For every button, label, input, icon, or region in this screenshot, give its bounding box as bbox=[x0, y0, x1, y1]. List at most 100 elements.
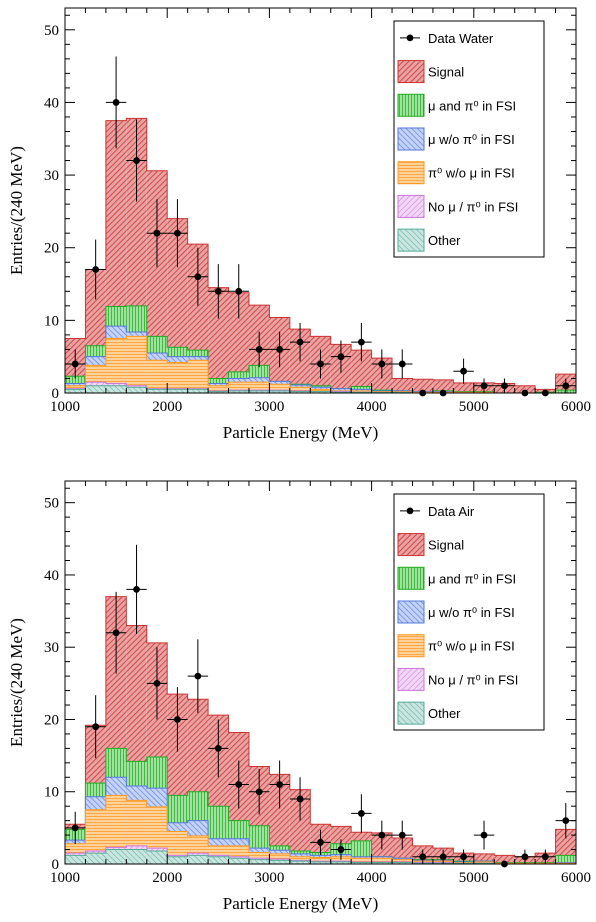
c0-xtick-label: 5000 bbox=[459, 399, 489, 415]
c1-x-axis-label: Particle Energy (MeV) bbox=[223, 894, 378, 913]
c1-data-point-6 bbox=[194, 672, 202, 680]
c1-legend-swatch-pi0-wo-mu bbox=[397, 634, 425, 658]
c0-ytick-label: 0 bbox=[52, 386, 60, 402]
c1-legend-label: Signal bbox=[428, 538, 464, 553]
c0-data-point-3 bbox=[133, 157, 140, 164]
c1-ytick-label: 10 bbox=[44, 785, 59, 801]
c1-data-point-14 bbox=[357, 810, 365, 817]
c0-legend-label: No μ / π⁰ in FSI bbox=[428, 199, 518, 214]
c0-bar-other-4 bbox=[146, 389, 168, 393]
c0-data-point-10 bbox=[276, 346, 284, 353]
c0-bar-signal-14 bbox=[351, 350, 372, 393]
c1-bar-pi0-wo-mu-2 bbox=[105, 795, 127, 864]
c1-bar-signal-16 bbox=[392, 837, 413, 864]
c1-data-point-19 bbox=[460, 853, 467, 861]
c1-y-axis-label: Entries/(240 MeV) bbox=[7, 618, 26, 747]
c0-bar-other-7 bbox=[208, 391, 229, 393]
c1-data-point-18 bbox=[439, 853, 447, 861]
c0-data-point-14 bbox=[357, 338, 365, 346]
c1-data-point-1 bbox=[92, 723, 100, 731]
c1-xtick-label: 1000 bbox=[50, 870, 80, 886]
c1-ytick-label: 40 bbox=[44, 568, 59, 584]
c1-data-point-12 bbox=[317, 838, 324, 846]
c0-legend-swatch-pi0-wo-mu bbox=[397, 161, 425, 185]
c1-bar-other-11 bbox=[289, 861, 311, 864]
c1-legend-swatch-other bbox=[397, 701, 425, 725]
c1-xtick-label: 4000 bbox=[357, 870, 387, 886]
c0-data-point-8 bbox=[235, 287, 243, 295]
c1-bar-pi0-wo-mu-15 bbox=[371, 858, 393, 864]
c1-ytick-label: 50 bbox=[44, 496, 59, 512]
c1-legend-label: No μ / π⁰ in FSI bbox=[428, 672, 518, 687]
c0-data-point-4 bbox=[153, 229, 161, 237]
c0-legend-swatch-signal bbox=[397, 60, 425, 84]
c0-data-point-16 bbox=[398, 360, 406, 368]
c0-legend-label: μ w/o π⁰ in FSI bbox=[428, 132, 515, 147]
c1-legend-swatch-no-mu-pi0 bbox=[397, 667, 425, 691]
c1-xtick-label: 5000 bbox=[459, 870, 489, 886]
c1-bar-other-4 bbox=[146, 850, 168, 864]
c0-data-point-6 bbox=[194, 273, 202, 281]
c1-bar-other-10 bbox=[269, 860, 290, 864]
c0-bar-other-0 bbox=[65, 389, 86, 393]
c0-data-point-7 bbox=[214, 287, 222, 295]
c0-bar-signal-7 bbox=[208, 287, 229, 393]
c0-plot-frame bbox=[64, 7, 577, 394]
c1-data-point-3 bbox=[133, 585, 140, 593]
c1-data-point-13 bbox=[337, 846, 345, 853]
c0-xtick-label: 3000 bbox=[254, 399, 284, 415]
c1-bar-signal-10 bbox=[269, 774, 290, 864]
c1-data-point-8 bbox=[235, 781, 243, 788]
c1-legend-swatch-signal bbox=[397, 533, 425, 557]
c1-legend-data-marker bbox=[406, 507, 414, 515]
c0-legend-swatch-other bbox=[397, 228, 425, 252]
c1-data-point-4 bbox=[153, 679, 161, 687]
c0-xtick-label: 1000 bbox=[50, 399, 80, 415]
c1-bar-pi0-wo-mu-13 bbox=[330, 856, 352, 864]
c0-ytick-label: 20 bbox=[44, 241, 59, 257]
c0-bar-other-8 bbox=[228, 390, 249, 393]
c1-data-point-20 bbox=[480, 831, 488, 839]
c0-data-point-11 bbox=[296, 338, 304, 346]
c0-data-point-1 bbox=[92, 266, 100, 273]
c1-legend-label: π⁰ w/o μ in FSI bbox=[428, 639, 515, 654]
c0-ytick-label: 10 bbox=[44, 313, 59, 329]
c1-bar-other-3 bbox=[126, 849, 147, 864]
c0-bar-pi0-wo-mu-9 bbox=[248, 382, 270, 393]
c0-bar-pi0-wo-mu-8 bbox=[228, 382, 249, 393]
c0-bar-signal-8 bbox=[228, 292, 249, 393]
c0-data-point-15 bbox=[378, 360, 386, 368]
c1-data-point-2 bbox=[112, 629, 120, 637]
c1-data-point-24 bbox=[562, 817, 570, 825]
c1-data-point-0 bbox=[71, 824, 79, 832]
c1-data-point-15 bbox=[378, 831, 386, 839]
c1-bar-other-1 bbox=[85, 853, 106, 864]
c0-bar-other-6 bbox=[187, 389, 209, 393]
c1-bar-other-15 bbox=[371, 862, 393, 864]
c1-ytick-label: 0 bbox=[52, 857, 60, 873]
c1-legend-swatch-mu-wo-pi0 bbox=[397, 600, 425, 624]
c1-outline-mu-wo-pi0 bbox=[64, 776, 577, 864]
c1-data-point-10 bbox=[276, 781, 284, 788]
c1-bar-signal-11 bbox=[289, 789, 311, 864]
c0-data-point-2 bbox=[112, 99, 120, 106]
c0-legend-swatch-no-mu-pi0 bbox=[397, 194, 425, 218]
c0-bar-pi0-wo-mu-10 bbox=[269, 384, 290, 393]
c1-bar-other-6 bbox=[187, 855, 209, 864]
c0-bar-other-3 bbox=[126, 387, 147, 393]
c1-bar-other-14 bbox=[351, 862, 372, 864]
c1-bar-other-0 bbox=[65, 855, 86, 864]
c1-bar-other-2 bbox=[105, 849, 127, 864]
c0-data-point-5 bbox=[174, 229, 181, 237]
c0-legend-data-marker bbox=[406, 34, 414, 42]
c1-data-point-22 bbox=[521, 853, 529, 861]
c0-data-point-21 bbox=[501, 382, 508, 390]
c1-data-point-17 bbox=[419, 853, 427, 861]
c1-data-point-16 bbox=[398, 831, 406, 839]
c0-ytick-label: 50 bbox=[44, 23, 59, 39]
c0-data-point-12 bbox=[317, 360, 324, 368]
c0-data-point-0 bbox=[71, 360, 79, 368]
c0-legend-label: Data Water bbox=[428, 31, 494, 46]
c0-data-point-13 bbox=[337, 353, 345, 361]
